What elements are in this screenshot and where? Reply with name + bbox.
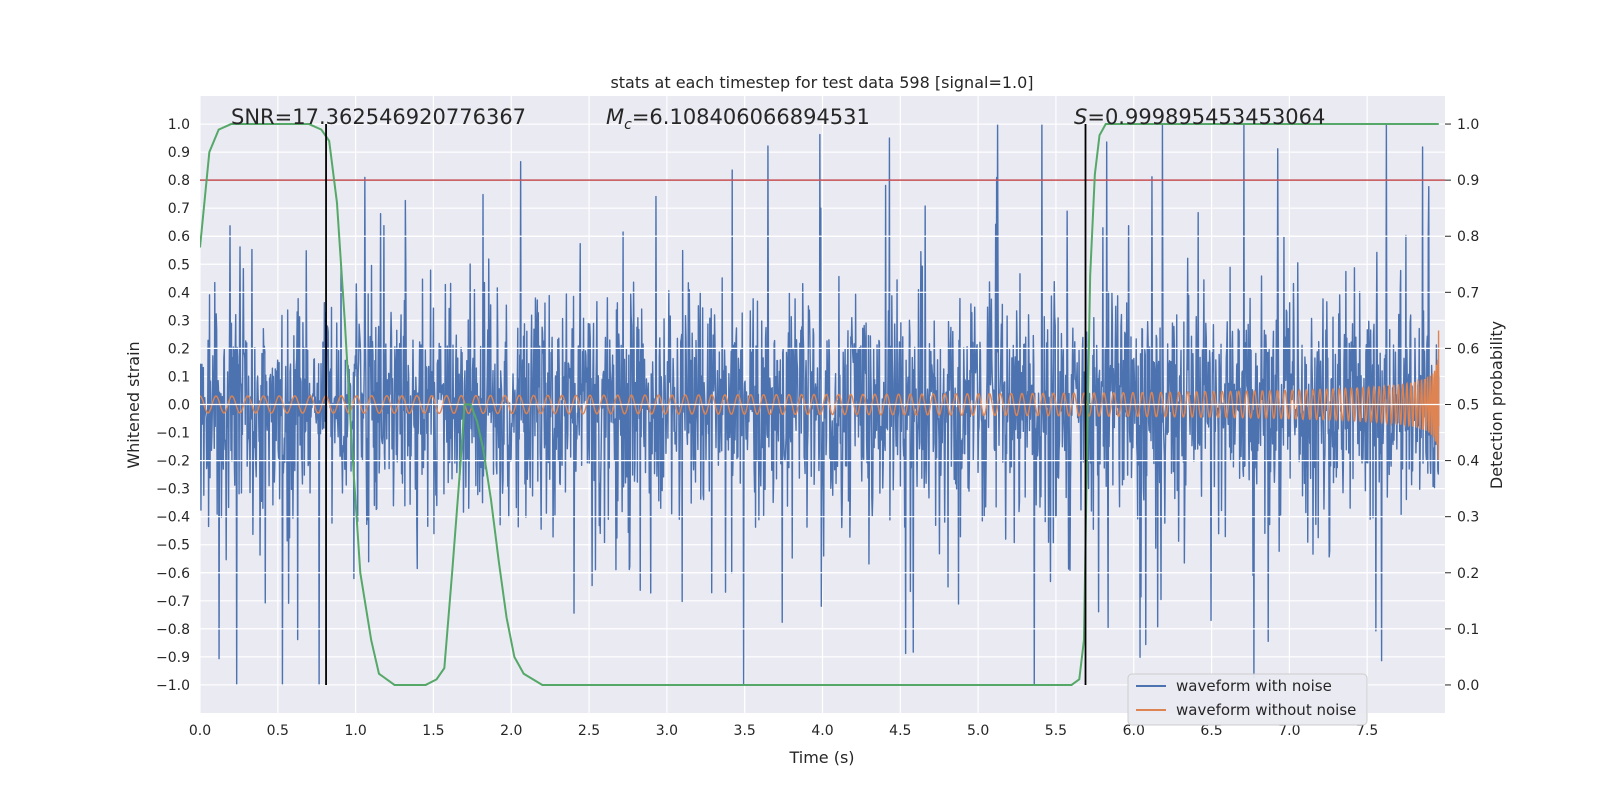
series-waveform-without-noise [200, 330, 1440, 460]
series-layer [200, 123, 1445, 686]
right-axis-ticks: 1.0 0.9 0.8 0.7 0.6 0.5 0.4 0.3 0.2 0.1 0.0 [1445, 117, 1479, 694]
y-left-tick-label: 0.0 [168, 398, 190, 414]
x-tick-label: 4.5 [889, 723, 911, 739]
y-left-tick-label: −0.4 [156, 510, 190, 526]
y-left-tick-label: −0.5 [156, 538, 190, 554]
x-tick-label: 1.5 [422, 723, 444, 739]
y-left-tick-label: 0.7 [168, 201, 190, 217]
chirp-mass-annotation: Mc=6.108406066894531 [606, 105, 870, 133]
y-left-tick-label: 0.3 [168, 313, 190, 329]
x-tick-label: 2.0 [500, 723, 522, 739]
y-right-tick-label: 1.0 [1457, 117, 1479, 133]
y-left-tick-label: 0.8 [168, 173, 190, 189]
s-annotation: S=0.999895453453064 [1074, 105, 1325, 129]
y-left-tick-label: −1.0 [156, 678, 190, 694]
series-waveform-with-noise [200, 123, 1440, 686]
x-tick-label: 6.5 [1200, 723, 1222, 739]
x-tick-label: 1.0 [344, 723, 366, 739]
y-left-tick-label: 1.0 [168, 117, 190, 133]
legend-box [1127, 673, 1368, 726]
y-left-tick-label: −0.1 [156, 426, 190, 442]
x-tick-label: 6.0 [1123, 723, 1145, 739]
y-left-tick-label: 0.6 [168, 229, 190, 245]
x-tick-label: 5.0 [967, 723, 989, 739]
y-left-tick-label: 0.5 [168, 257, 190, 273]
y-axis-right-label: Detection probability [1487, 321, 1506, 489]
y-right-tick-label: 0.7 [1457, 285, 1479, 301]
y-right-tick-label: 0.1 [1457, 622, 1479, 638]
y-right-tick-label: 0.4 [1457, 454, 1479, 470]
y-right-tick-label: 0.2 [1457, 566, 1479, 582]
y-left-tick-label: −0.2 [156, 454, 190, 470]
left-axis-ticks: 1.0 0.9 0.8 0.7 0.6 0.5 0.4 0.3 0.2 0.1 0.0 −0.1 −0.… [156, 117, 190, 694]
x-tick-label: 3.5 [734, 723, 756, 739]
marker-layer [325, 124, 1087, 685]
y-right-tick-label: 0.3 [1457, 510, 1479, 526]
y-axis-left-label: Whitened strain [124, 341, 143, 468]
x-tick-label: 0.0 [189, 723, 211, 739]
y-right-tick-label: 0.0 [1457, 678, 1479, 694]
y-left-tick-label: −0.9 [156, 650, 190, 666]
x-tick-label: 5.5 [1045, 723, 1067, 739]
x-tick-label: 0.5 [267, 723, 289, 739]
y-right-tick-label: 0.8 [1457, 229, 1479, 245]
x-tick-label: 4.0 [811, 723, 833, 739]
chirp-mass-subscript: c [624, 117, 632, 133]
x-axis-label: Time (s) [788, 748, 854, 767]
y-left-tick-label: −0.6 [156, 566, 190, 582]
x-tick-label: 7.0 [1278, 723, 1300, 739]
y-right-tick-label: 0.6 [1457, 341, 1479, 357]
x-tick-label: 3.0 [656, 723, 678, 739]
legend-label-without-noise: waveform without noise [1176, 701, 1356, 719]
y-left-tick-label: −0.8 [156, 622, 190, 638]
y-right-tick-label: 0.5 [1457, 398, 1479, 414]
y-left-tick-label: −0.3 [156, 482, 190, 498]
y-left-tick-label: 0.2 [168, 341, 190, 357]
snr-annotation: SNR=17.362546920776367 [231, 105, 526, 129]
x-axis-ticks: 0.0 0.5 1.0 1.5 2.0 2.5 3.0 3.5 4.0 4.5 5.0 5.5 6.0 6… [189, 723, 1378, 739]
y-left-tick-label: 0.9 [168, 145, 190, 161]
chart-title: stats at each timestep for test data 598… [610, 73, 1033, 92]
legend: waveform with noise waveform without noi… [1127, 673, 1368, 726]
y-right-tick-label: 0.9 [1457, 173, 1479, 189]
s-value: =0.999895453453064 [1087, 105, 1325, 129]
y-left-tick-label: 0.4 [168, 285, 190, 301]
series-detection-probability [200, 123, 1439, 686]
chirp-mass-value: =6.108406066894531 [632, 105, 870, 129]
x-tick-label: 2.5 [578, 723, 600, 739]
s-symbol: S [1074, 105, 1087, 129]
y-left-tick-label: 0.1 [168, 369, 190, 385]
y-left-tick-label: −0.7 [156, 594, 190, 610]
chirp-mass-symbol: M [606, 105, 624, 129]
x-tick-label: 7.5 [1356, 723, 1378, 739]
legend-label-with-noise: waveform with noise [1176, 677, 1332, 695]
